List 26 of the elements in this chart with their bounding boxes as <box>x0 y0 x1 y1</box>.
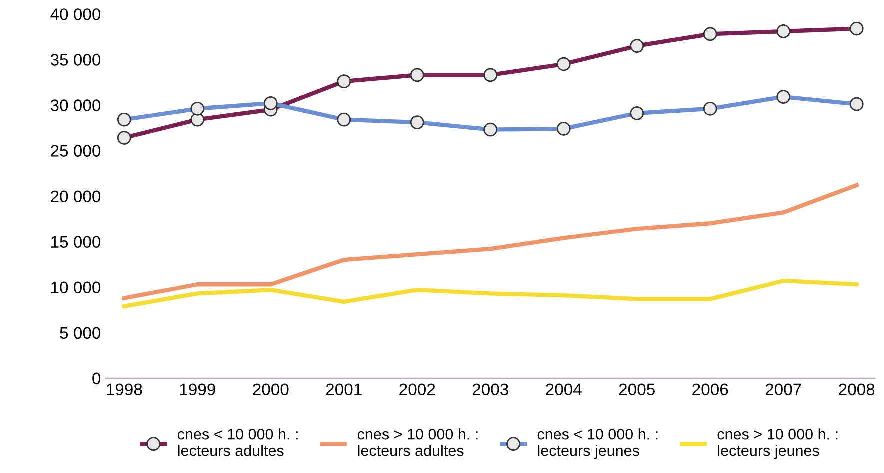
legend-label: cnes > 10 000 h. : lecteurs adultes <box>358 428 478 456</box>
y-tick-label: 15 000 <box>52 236 101 248</box>
y-tick-label: 0 <box>92 372 101 385</box>
x-tick-label: 2005 <box>619 384 655 396</box>
x-tick-label: 2002 <box>400 384 436 396</box>
legend-label: cnes > 10 000 h. : lecteurs jeunes <box>718 428 838 460</box>
legend-label: cnes < 10 000 h. : lecteurs adultes <box>178 428 298 456</box>
y-tick-label: 25 000 <box>51 145 101 157</box>
x-tick-label: 2000 <box>253 384 289 396</box>
y-tick-label: 35 000 <box>50 54 101 66</box>
y-tick-label: 30 000 <box>50 100 101 112</box>
x-tick-label: 2007 <box>766 384 802 396</box>
x-tick-label: 2004 <box>546 384 582 396</box>
x-tick-label: 2006 <box>692 384 728 396</box>
y-tick-label: 10 000 <box>52 282 101 294</box>
x-tick-label: 2008 <box>839 384 875 396</box>
legend-label: cnes < 10 000 h. : lecteurs jeunes <box>538 428 658 460</box>
y-tick-label: 20 000 <box>51 190 101 202</box>
line-series <box>122 183 859 300</box>
x-tick-label: 1999 <box>180 384 216 396</box>
x-tick-label: 2003 <box>472 384 508 396</box>
y-tick-label: 5 000 <box>60 327 101 340</box>
x-tick-label: 2001 <box>326 384 362 396</box>
line-series <box>122 278 859 309</box>
y-tick-label: 40 000 <box>50 8 101 20</box>
x-tick-label: 1998 <box>107 384 142 396</box>
